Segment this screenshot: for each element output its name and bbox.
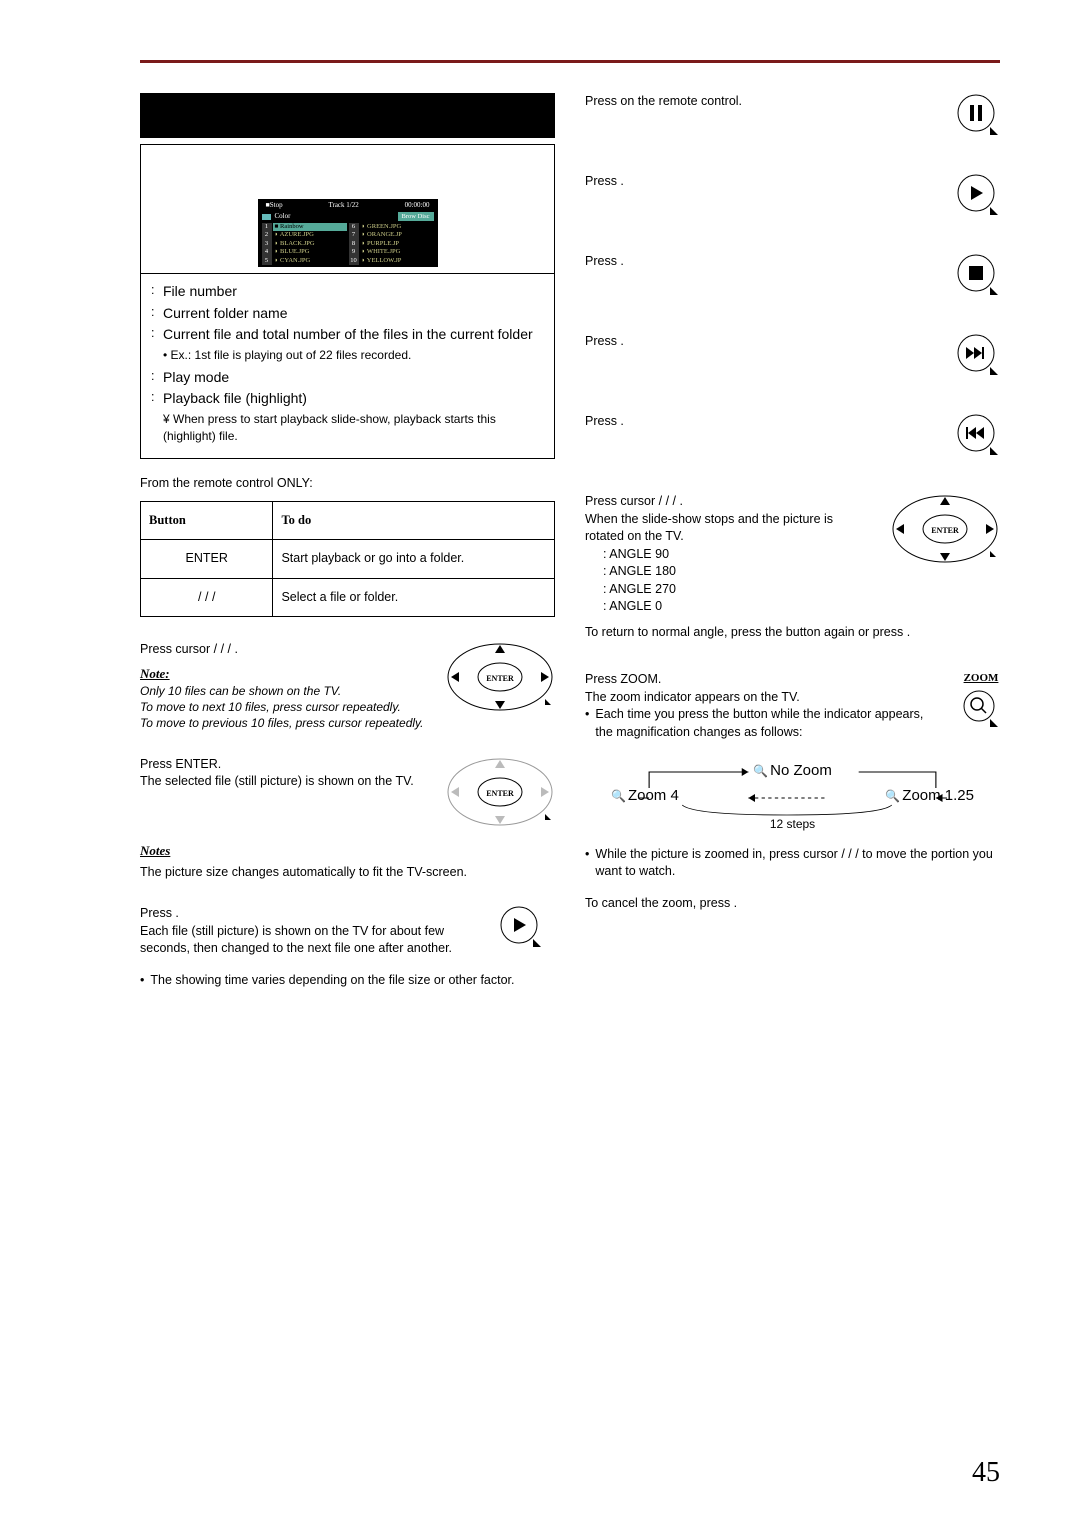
enter-dpad-icon: ENTER: [445, 641, 555, 713]
notes-heading: Notes: [140, 842, 555, 860]
zoom-row: Press ZOOM. The zoom indicator appears o…: [585, 671, 1000, 748]
slideshow-note: The showing time varies depending on the…: [140, 972, 555, 990]
show-file-section: Press ENTER. The selected file (still pi…: [140, 756, 555, 828]
skip-back-row: Press .: [585, 413, 1000, 457]
top-rule: [140, 60, 1000, 63]
tv-description-box: ■Stop Track 1/22 00:00:00 Color Brow Dis…: [140, 144, 555, 459]
pause-button-icon: [944, 93, 1000, 137]
select-file-section: Press cursor / / / . Note: Only 10 files…: [140, 641, 555, 731]
stop-row: Press .: [585, 253, 1000, 297]
notes-body: The picture size changes automatically t…: [140, 864, 555, 882]
right-column: Press on the remote control. Press . Pre…: [585, 93, 1000, 989]
osd-legend: :File number :Current folder name :Curre…: [151, 282, 544, 444]
enter-dpad-dim-icon: ENTER: [445, 756, 555, 828]
button-table: ButtonTo do ENTERStart playback or go in…: [140, 501, 555, 618]
stop-button-icon: [944, 253, 1000, 297]
tv-screen-mock: ■Stop Track 1/22 00:00:00 Color Brow Dis…: [141, 149, 554, 274]
remote-only-label: From the remote control ONLY:: [140, 475, 555, 493]
zoom-button-icon: ZOOM: [944, 671, 1000, 748]
skip-forward-row: Press .: [585, 333, 1000, 377]
rotate-row: Press cursor / / / . When the slide-show…: [585, 493, 1000, 616]
zoom-move-note: While the picture is zoomed in, press cu…: [585, 846, 1000, 881]
section-header-black: [140, 93, 555, 138]
skip-back-button-icon: [944, 413, 1000, 457]
play-button-icon: [944, 173, 1000, 217]
skip-forward-button-icon: [944, 333, 1000, 377]
slideshow-section: Press . Each file (still picture) is sho…: [140, 905, 555, 958]
zoom-cancel: To cancel the zoom, press .: [585, 895, 1000, 913]
tv-osd: ■Stop Track 1/22 00:00:00 Color Brow Dis…: [258, 199, 438, 267]
svg-text:ENTER: ENTER: [931, 526, 959, 535]
left-column: ■Stop Track 1/22 00:00:00 Color Brow Dis…: [140, 93, 555, 989]
svg-text:ENTER: ENTER: [486, 789, 514, 798]
enter-dpad-icon: ENTER: [890, 493, 1000, 565]
play-button-icon: [499, 905, 555, 955]
zoom-cycle-diagram: No Zoom Zoom 4 Zoom 1.25 12 steps: [605, 760, 980, 830]
manual-page: ■Stop Track 1/22 00:00:00 Color Brow Dis…: [0, 0, 1080, 1529]
rotate-return: To return to normal angle, press the but…: [585, 624, 1000, 642]
page-number: 45: [972, 1457, 1000, 1489]
svg-text:ENTER: ENTER: [486, 674, 514, 683]
resume-row: Press .: [585, 173, 1000, 217]
pause-row: Press on the remote control.: [585, 93, 1000, 137]
content-columns: ■Stop Track 1/22 00:00:00 Color Brow Dis…: [140, 93, 1000, 989]
